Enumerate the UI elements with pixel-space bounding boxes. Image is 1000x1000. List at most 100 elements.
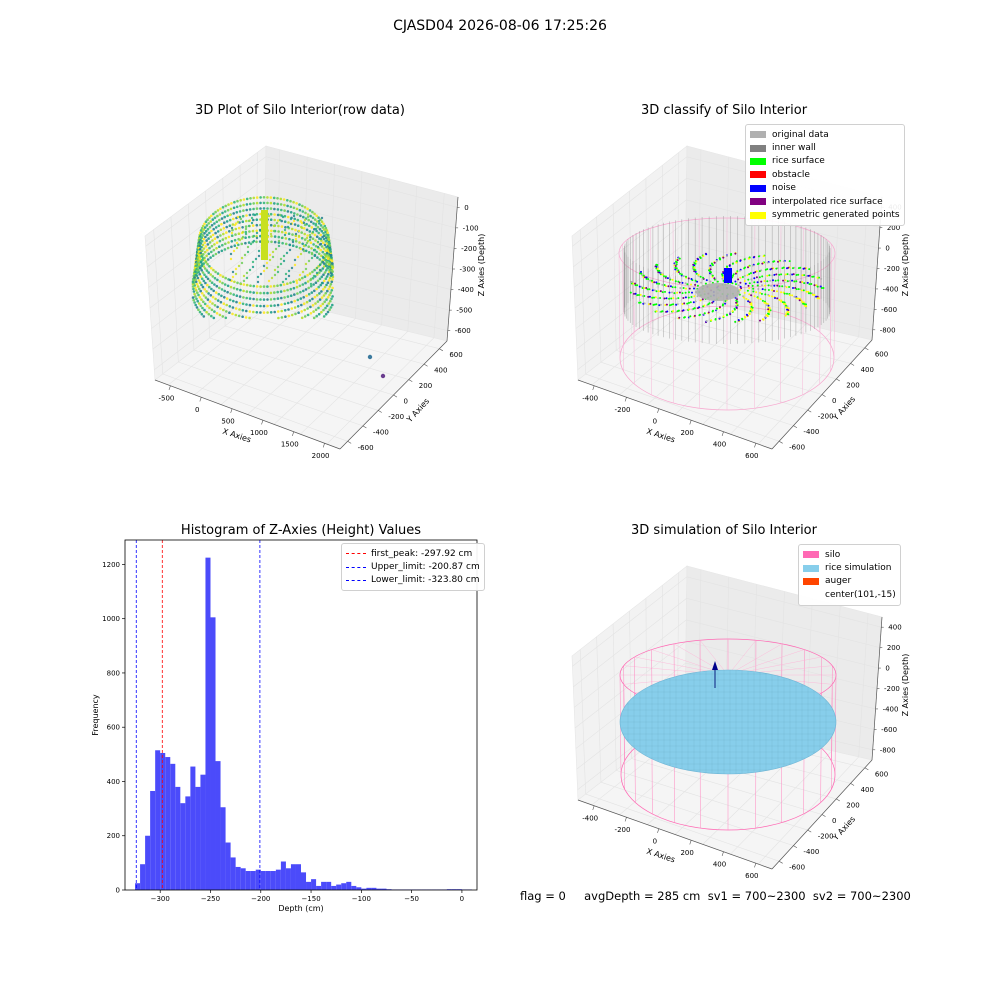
p1-cloud-point (328, 269, 331, 272)
p2-x-tick (754, 443, 757, 448)
p1-cloud-point (195, 306, 199, 309)
p2-surface-point (757, 288, 760, 290)
p2-surface-point (756, 263, 759, 266)
p1-inner-point (243, 253, 247, 257)
p4-x-tick (754, 863, 757, 868)
p1-cloud-point (277, 316, 280, 320)
p1-cloud-point (210, 229, 213, 233)
p1-cloud-point (322, 222, 325, 226)
legend-item: Upper_limit: -200.87 cm (346, 560, 480, 573)
p1-cloud-point (207, 222, 210, 225)
histogram-bar (341, 883, 347, 890)
histogram-bar (376, 888, 382, 890)
p2-surface-point (768, 274, 771, 277)
p1-cloud-point (203, 241, 206, 244)
p1-z-tick-label: -400 (458, 286, 474, 294)
p2-surface-point (746, 274, 749, 277)
p1-inner-point (305, 241, 309, 245)
p4-grid-x (730, 750, 833, 855)
p1-cloud-point (215, 284, 219, 288)
p2-surface-point (679, 272, 681, 275)
p2-surface-point (642, 274, 645, 277)
p2-surface-point (794, 287, 797, 289)
panel2-legend: original data inner wall rice surface obsta… (745, 124, 905, 226)
p4-grid-x (858, 613, 869, 757)
p2-surface-point (686, 302, 689, 305)
p2-surface-point (784, 273, 787, 276)
p2-surface-point (677, 271, 680, 274)
p1-cloud-point (244, 241, 247, 245)
p4-x-tick (624, 817, 627, 822)
p1-inner-point (274, 247, 278, 251)
p1-cloud-point (196, 262, 199, 265)
legend-swatch (750, 198, 766, 206)
p1-cloud-point (308, 209, 312, 212)
p1-inner-point (291, 240, 295, 244)
p1-cloud-point (309, 305, 312, 309)
p1-cloud-point (295, 207, 299, 211)
p1-cloud-point (313, 218, 317, 221)
p1-cloud-point (298, 208, 302, 212)
p2-surface-point (664, 290, 666, 293)
p4-z-tick-label: -200 (884, 685, 900, 693)
p1-cloud-point (232, 212, 235, 215)
p2-surface-point (735, 299, 738, 302)
p1-cloud-point (235, 300, 238, 304)
p2-surface-point (675, 297, 677, 300)
histogram-y-tick-label: 600 (107, 724, 120, 732)
p4-x-tick (689, 840, 692, 845)
p1-cloud-point (276, 290, 280, 294)
p1-y-tick-label: 600 (449, 351, 462, 359)
histogram-plot: −300 −250 −200 −150 −100 −50 00200400600800100… (91, 539, 478, 913)
p1-cloud-point (309, 284, 313, 288)
p1-cloud-point (198, 296, 202, 299)
legend-label: inner wall (772, 143, 816, 154)
p2-surface-point (645, 287, 648, 289)
p1-cloud-point (286, 282, 289, 286)
p2-surface-point (739, 281, 742, 284)
p1-cloud-point (293, 212, 296, 215)
p1-cloud-point (221, 275, 225, 279)
p2-y-tick-label: -200 (818, 413, 834, 421)
p2-surface-point (782, 302, 785, 305)
p1-cloud-point (320, 220, 324, 223)
p2-surface-point (815, 295, 818, 298)
p2-surface-point (780, 300, 783, 303)
p2-surface-point (699, 313, 701, 316)
p1-cloud-point (302, 215, 305, 219)
p1-inner-point (288, 243, 292, 247)
legend-swatch (803, 564, 819, 572)
p1-inner-point (297, 234, 301, 238)
p1-cloud-point (304, 288, 308, 291)
p1-cloud-point (323, 243, 327, 247)
p1-cloud-point (247, 235, 251, 239)
p2-surface-point (684, 296, 687, 299)
p1-cloud-point (329, 247, 332, 251)
p1-cloud-point (202, 300, 205, 304)
p1-cloud-point (194, 273, 197, 277)
p2-surface-point (718, 316, 721, 319)
histogram-bar (225, 842, 231, 890)
p1-inner-point (258, 228, 262, 232)
p1-cloud-point (328, 308, 331, 312)
histogram-bar (386, 889, 392, 890)
p1-cloud-point (226, 208, 230, 212)
p1-inner-point (292, 214, 296, 218)
p2-surface-point (648, 295, 651, 298)
p1-cloud-point (315, 214, 319, 218)
p1-cloud-point (205, 290, 208, 293)
p1-grid-y (240, 313, 425, 365)
p1-cloud-point (221, 211, 224, 215)
p1-cloud-point (294, 312, 297, 316)
p2-surface-point (694, 283, 697, 286)
p1-cloud-point (329, 299, 332, 303)
p2-surface-point (813, 284, 816, 287)
p1-inner-point (294, 232, 298, 236)
p1-cloud-point (206, 283, 209, 287)
p2-surface-point (690, 278, 693, 280)
p1-cloud-point (283, 296, 286, 299)
p2-surface-point (776, 284, 779, 287)
p2-surface-point (672, 310, 675, 313)
p1-cloud-point (286, 301, 290, 305)
p1-cloud-point (290, 227, 294, 231)
